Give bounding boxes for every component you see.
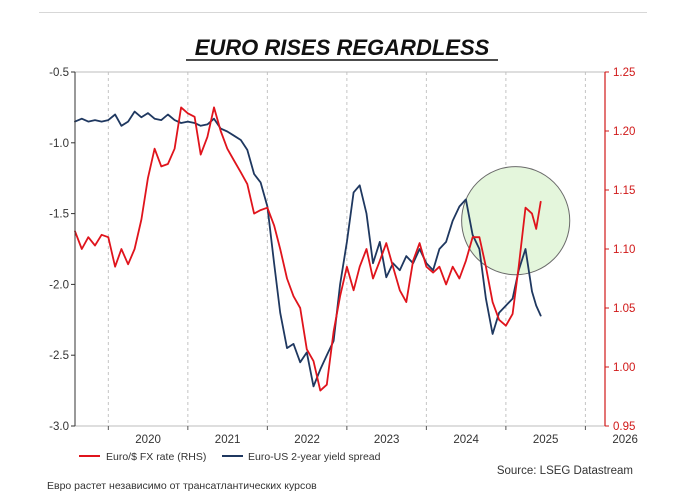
right-tick-label: 1.25 [613, 67, 635, 79]
legend-label-fx: Euro/$ FX rate (RHS) [106, 451, 206, 463]
x-tick-label: 2024 [453, 434, 479, 446]
left-tick-label: -2.5 [49, 350, 69, 362]
right-tick-label: 0.95 [613, 421, 635, 433]
right-tick-label: 1.20 [613, 126, 635, 138]
x-tick-label: 2025 [533, 434, 559, 446]
right-tick-label: 1.15 [613, 185, 635, 197]
series-layer [74, 106, 542, 392]
x-tick-label: 2020 [135, 434, 161, 446]
right-axis: 1.25 1.20 1.15 1.10 1.05 1.00 0.95 [605, 67, 635, 433]
left-tick-label: -3.0 [49, 421, 69, 433]
right-tick-label: 1.10 [613, 244, 635, 256]
right-tick-label: 1.05 [613, 303, 635, 315]
right-tick-label: 1.00 [613, 362, 635, 374]
x-tick-label: 2026 [612, 434, 638, 446]
left-tick-label: -1.5 [49, 209, 69, 221]
x-tick-label: 2021 [215, 434, 241, 446]
left-tick-label: -0.5 [49, 67, 69, 79]
x-tick-label: 2022 [294, 434, 320, 446]
highlight-circle [461, 166, 571, 276]
chart-title: EURO RISES REGARDLESS [195, 35, 490, 60]
legend-label-spread: Euro-US 2-year yield spread [248, 451, 381, 463]
left-axis: -0.5 -1.0 -1.5 -2.0 -2.5 -3.0 [49, 67, 75, 433]
caption: Евро растет независимо от трансатлантиче… [47, 480, 317, 492]
legend: Euro/$ FX rate (RHS) Euro-US 2-year yiel… [79, 451, 381, 463]
series-line-fx-rate [74, 106, 542, 392]
x-tick-label: 2023 [374, 434, 400, 446]
left-tick-label: -1.0 [49, 138, 69, 150]
source-note: Source: LSEG Datastream [497, 465, 633, 477]
annotation-layer [461, 166, 571, 276]
top-divider [39, 12, 647, 13]
series-line-yield-spread [74, 110, 542, 388]
grid [107, 72, 586, 426]
left-tick-label: -2.0 [49, 279, 69, 291]
x-axis: 2020 2021 2022 2023 2024 2025 2026 [107, 426, 638, 446]
